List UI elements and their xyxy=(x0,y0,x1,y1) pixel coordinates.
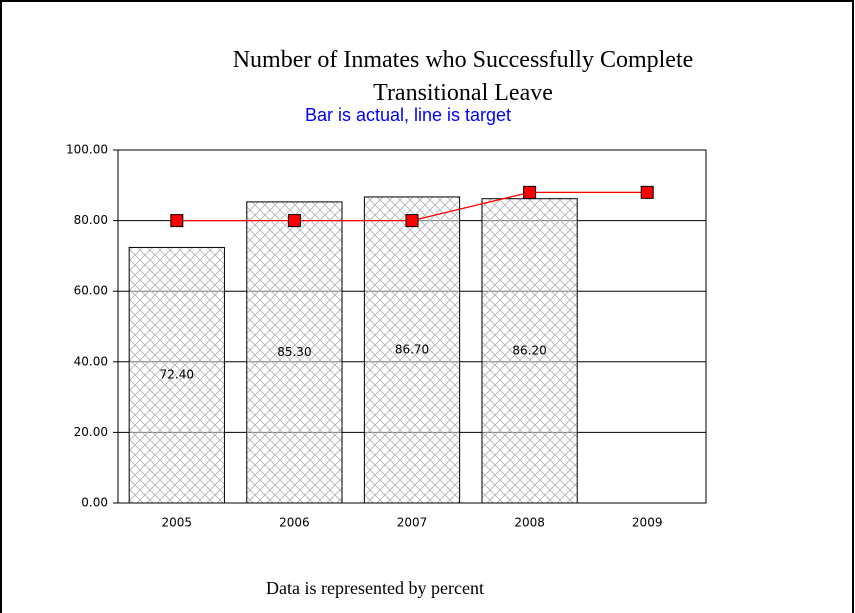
bar xyxy=(246,201,343,504)
y-tick-label: 60.00 xyxy=(74,284,108,298)
bar xyxy=(481,198,578,504)
bar-value-label: 85.30 xyxy=(277,345,311,359)
bar xyxy=(363,196,461,504)
x-tick-label: 2007 xyxy=(397,516,428,530)
bar-value-label: 86.20 xyxy=(512,343,546,357)
y-tick-label: 0.00 xyxy=(81,496,108,510)
target-marker xyxy=(170,214,184,228)
x-tick-label: 2005 xyxy=(162,516,193,530)
target-marker xyxy=(287,214,301,228)
bar xyxy=(128,246,225,504)
y-tick-label: 80.00 xyxy=(74,213,108,227)
y-tick-label: 20.00 xyxy=(74,425,108,439)
bar-value-label: 72.40 xyxy=(160,368,194,382)
y-tick-label: 40.00 xyxy=(74,354,108,368)
target-marker xyxy=(523,185,537,199)
x-tick-label: 2006 xyxy=(279,516,310,530)
bar-value-label: 86.70 xyxy=(395,342,429,356)
x-tick-label: 2009 xyxy=(632,516,663,530)
y-tick-label: 100.00 xyxy=(66,143,108,157)
chart-title: Number of Inmates who Successfully Compl… xyxy=(232,47,694,106)
x-tick-label: 2008 xyxy=(514,516,545,530)
chart-subtitle: Bar is actual, line is target xyxy=(304,105,512,125)
chart-footer: Data is represented by percent xyxy=(266,578,484,598)
target-marker xyxy=(640,185,654,199)
target-marker xyxy=(405,214,419,228)
